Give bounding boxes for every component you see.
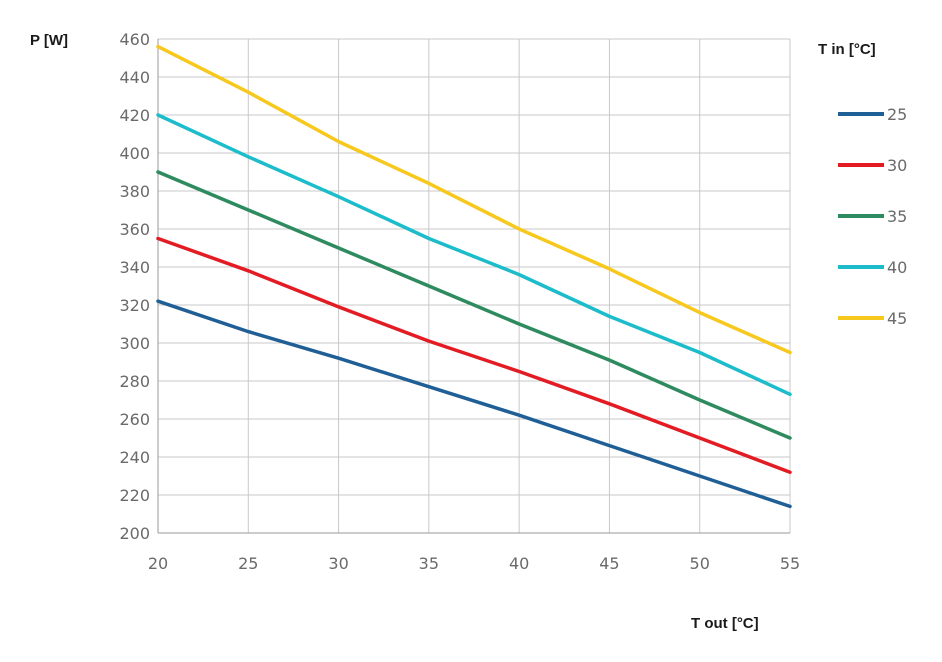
legend-items: 25 30 35 40 45 [838,105,907,328]
legend-label: 40 [887,258,907,277]
series-lines [156,44,792,509]
series-line-35 [156,170,792,440]
legend-item: 40 [838,258,907,277]
x-tick-label: 50 [690,554,710,573]
x-tick-label: 55 [780,554,800,573]
y-tick-label: 240 [119,448,150,467]
x-tick-label: 35 [419,554,439,573]
legend-item: 30 [838,156,907,175]
y-tick-label: 420 [119,106,150,125]
x-tick-label: 25 [238,554,258,573]
y-tick-labels: 200 220 240 260 280 300 320 340 360 380 400 420 440 4… [119,30,150,543]
legend-label: 25 [887,105,907,124]
x-tick-label: 30 [328,554,348,573]
y-tick-label: 360 [119,220,150,239]
x-tick-label: 20 [148,554,168,573]
y-tick-label: 260 [119,410,150,429]
x-tick-labels: 20 25 30 35 40 45 50 55 [148,554,800,573]
legend-label: 35 [887,207,907,226]
x-axis-title: T out [°C] [691,615,759,632]
series-line-45 [156,44,792,355]
y-tick-label: 300 [119,334,150,353]
y-tick-label: 380 [119,182,150,201]
y-tick-label: 440 [119,68,150,87]
y-tick-label: 340 [119,258,150,277]
y-tick-label: 200 [119,524,150,543]
grid [157,38,791,534]
y-tick-label: 320 [119,296,150,315]
legend: T in [°C] 25 30 35 40 45 [818,41,907,328]
legend-label: 30 [887,156,907,175]
legend-item: 45 [838,309,907,328]
series-line-30 [156,236,792,474]
legend-title: T in [°C] [818,41,876,58]
y-tick-label: 280 [119,372,150,391]
y-tick-label: 400 [119,144,150,163]
x-tick-label: 45 [599,554,619,573]
y-tick-label: 460 [119,30,150,49]
x-tick-label: 40 [509,554,529,573]
y-tick-label: 220 [119,486,150,505]
legend-item: 35 [838,207,907,226]
series-line-25 [156,299,792,509]
y-axis-title: P [W] [30,32,68,49]
legend-label: 45 [887,309,907,328]
legend-item: 25 [838,105,907,124]
series-line-40 [156,113,792,397]
